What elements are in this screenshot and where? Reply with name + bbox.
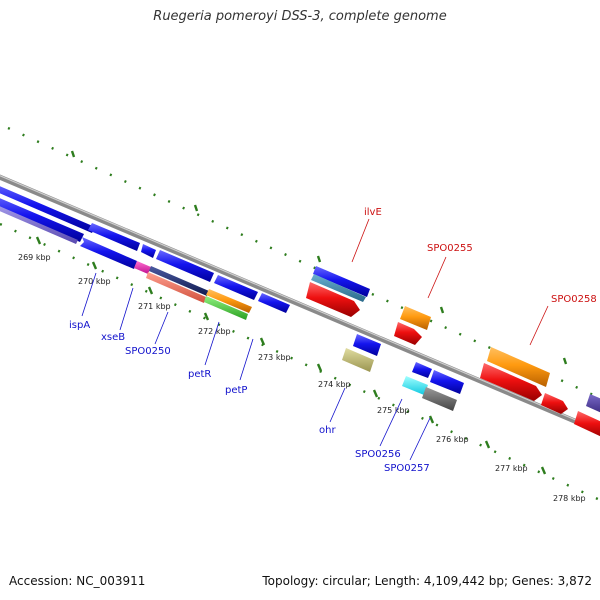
gene-arrow-SPO0250 (146, 266, 209, 303)
gene-label-petP: petP (225, 385, 247, 396)
kbp-label: 270 kbp (78, 277, 111, 286)
gene-arrow-SPO0257 (422, 387, 457, 411)
gene-arrow (574, 394, 600, 437)
gene-label-ispA: ispA (69, 320, 90, 331)
major-ticks (35, 236, 547, 475)
kbp-label: 277 kbp (495, 464, 528, 473)
gene-label-SPO0258: SPO0258 (551, 294, 597, 305)
gene-label-ohr: ohr (319, 425, 336, 436)
gene-arrow-ohr (342, 348, 374, 372)
kbp-label: 275 kbp (377, 406, 410, 415)
gene-arrow-SPO0256 (402, 376, 428, 395)
kbp-label: 272 kbp (198, 327, 231, 336)
major-ticks-outer (70, 150, 568, 365)
kbp-label: 273 kbp (258, 353, 291, 362)
gene-label-petR: petR (188, 369, 211, 380)
gene-arrow-petR (204, 289, 252, 320)
gene-label-xseB: xseB (101, 332, 125, 343)
gene-arrow (0, 186, 95, 244)
gene-arrow-SPO0258 (480, 347, 568, 414)
gene-label-SPO0257: SPO0257 (384, 463, 430, 474)
genome-summary-text: Topology: circular; Length: 4,109,442 bp… (262, 574, 592, 588)
kbp-label: 278 kbp (553, 494, 586, 503)
kbp-label: 274 kbp (318, 380, 351, 389)
label-leaders (81, 218, 549, 461)
gene-label-SPO0255: SPO0255 (427, 243, 473, 254)
gene-label-ilvE: ilvE (364, 207, 382, 218)
gene-arrow-ilvE (306, 266, 370, 317)
kbp-label: 269 kbp (18, 253, 51, 262)
gene-arrow-xseB (134, 261, 151, 274)
gene-label-SPO0250: SPO0250 (125, 346, 171, 357)
kbp-label: 276 kbp (436, 435, 469, 444)
genome-backbone (0, 174, 600, 435)
gene-arrow (80, 223, 290, 313)
kbp-label: 271 kbp (138, 302, 171, 311)
accession-text: Accession: NC_003911 (9, 574, 146, 588)
map-title: Ruegeria pomeroyi DSS-3, complete genome (153, 9, 447, 24)
gene-arrow-SPO0255 (394, 306, 431, 345)
gene-label-SPO0256: SPO0256 (355, 449, 401, 460)
gene-arrow-reverse (353, 334, 464, 394)
